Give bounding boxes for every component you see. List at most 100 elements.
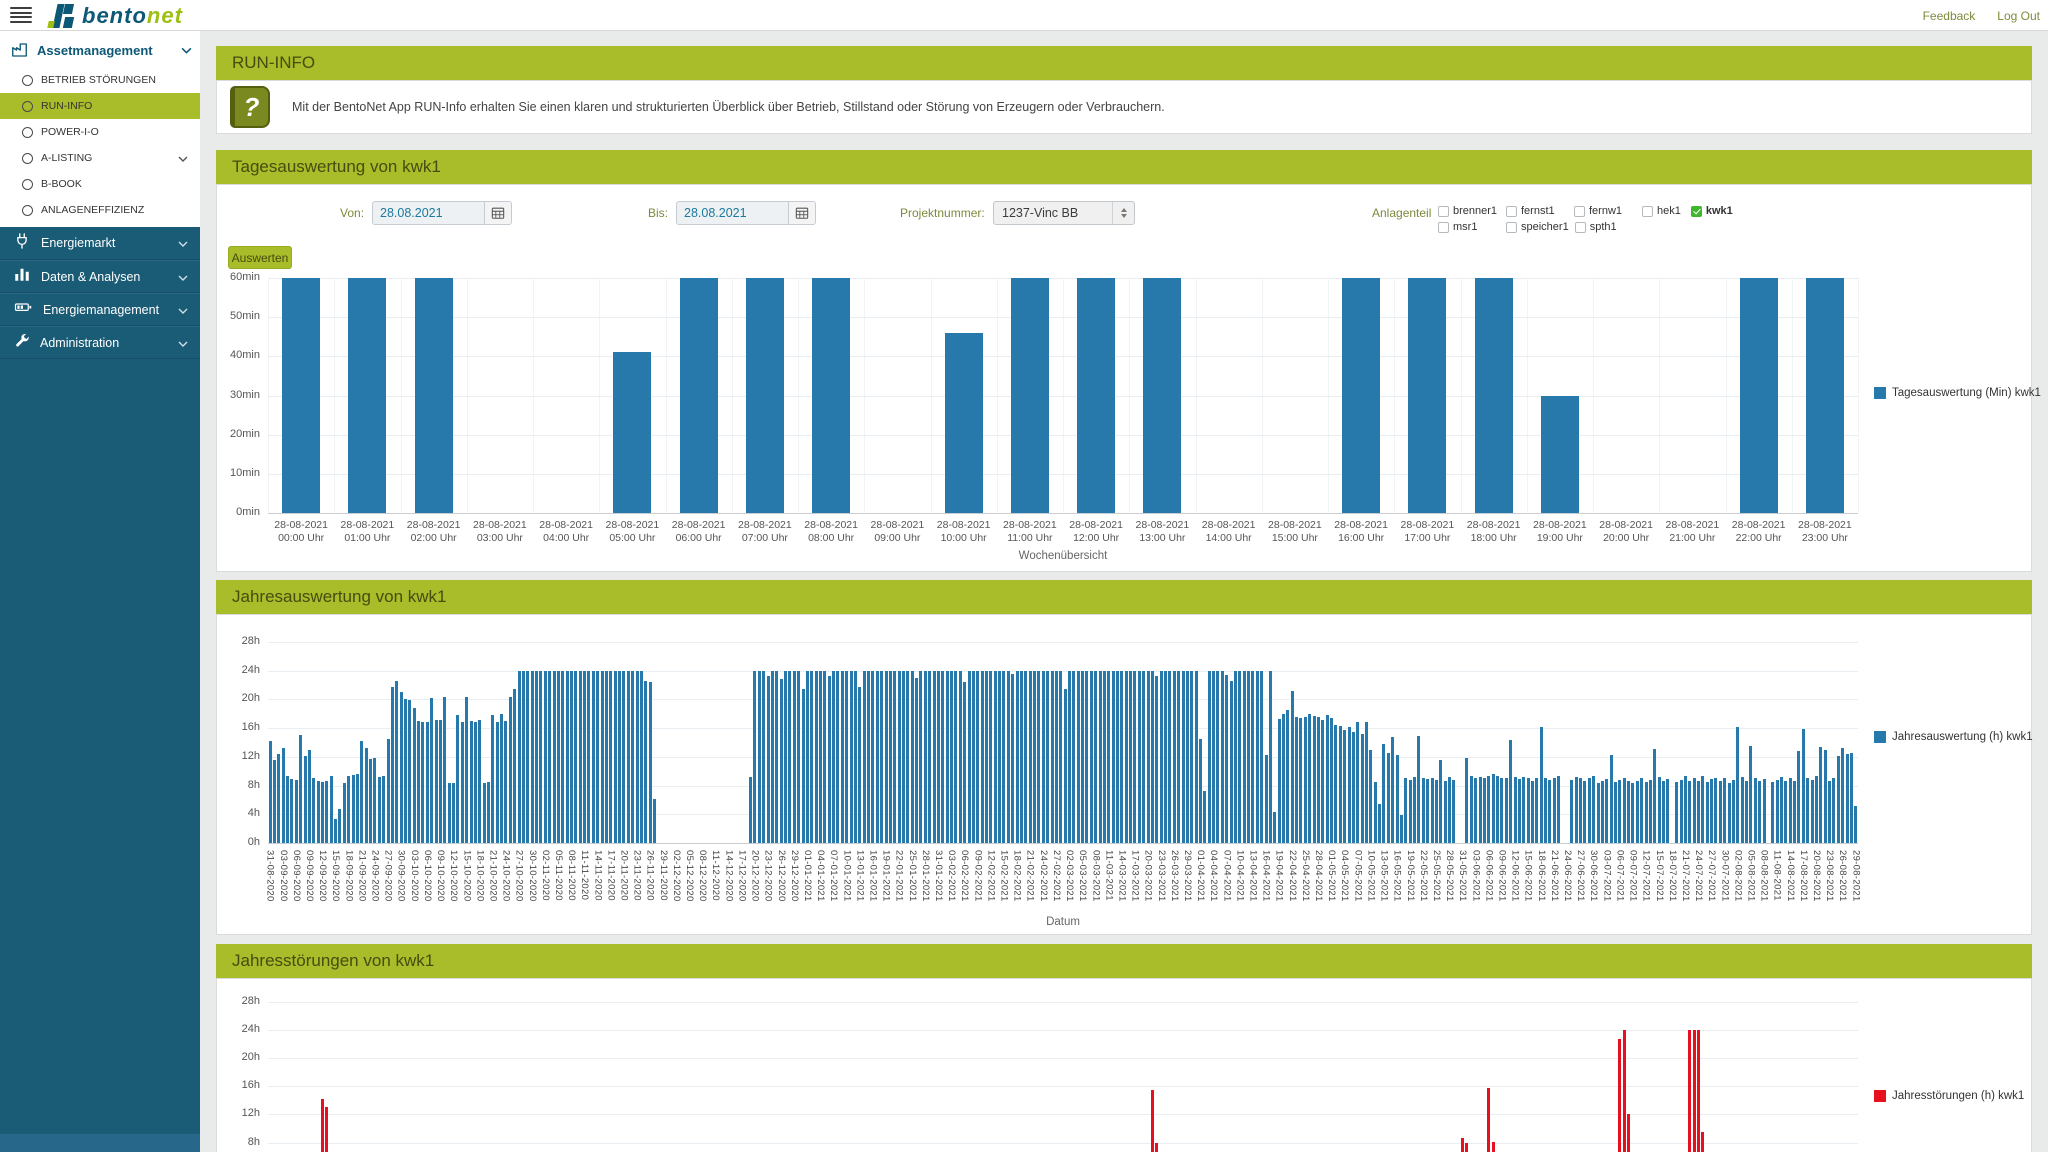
gridline — [268, 1029, 1858, 1031]
jahres-bar — [417, 720, 421, 843]
sidebar-menu-energiemanagement[interactable]: Energiemanagement — [0, 293, 200, 326]
stoerung-bar — [1461, 1138, 1465, 1152]
jahres-bar — [1439, 760, 1443, 843]
jahres-bar — [984, 670, 988, 843]
sidebar-menu-label: Administration — [40, 335, 120, 350]
checkbox-speicher1[interactable]: speicher1 — [1506, 220, 1569, 234]
jahres-bar — [1343, 729, 1347, 843]
auswerten-button[interactable]: Auswerten — [228, 246, 292, 269]
checkbox-fernw1[interactable]: fernw1 — [1574, 204, 1636, 218]
x-axis-tick: 06-10-2020 — [421, 850, 433, 902]
chevron-down-icon — [178, 156, 188, 162]
feedback-link[interactable]: Feedback — [1922, 9, 1976, 23]
x-axis-tick: 21-07-2021 — [1679, 850, 1691, 902]
jahres-bar — [482, 782, 486, 843]
x-axis-tick: 17-08-2021 — [1797, 850, 1809, 902]
checkbox-hek1[interactable]: hek1 — [1642, 204, 1681, 218]
jahres-bar — [827, 676, 831, 843]
checkbox-msr1[interactable]: msr1 — [1438, 220, 1500, 234]
jahres-bar — [1605, 779, 1609, 843]
sidebar-menu-administration[interactable]: Administration — [0, 326, 200, 359]
x-axis-tick: 06-06-2021 — [1483, 850, 1495, 902]
bis-date-input[interactable] — [676, 201, 789, 225]
x-axis-tick: 21-09-2020 — [356, 850, 368, 902]
sidebar-item-power-i-o[interactable]: POWER-I-O — [0, 119, 200, 145]
x-axis-tick: 11-03-2021 — [1103, 850, 1115, 901]
jahres-bar — [1627, 781, 1631, 843]
menu-icon[interactable] — [10, 7, 32, 24]
x-axis-tick: 02-08-2021 — [1732, 850, 1744, 902]
jahres-bar — [1194, 670, 1198, 843]
checkbox-fernst1[interactable]: fernst1 — [1506, 204, 1568, 218]
jahres-bar — [1356, 722, 1360, 843]
x-axis-tick: 21-06-2021 — [1548, 850, 1560, 902]
projektnummer-select[interactable]: 1237-Vinc BB — [993, 201, 1135, 225]
jahres-bar — [1037, 670, 1041, 843]
jahres-bar — [1845, 754, 1849, 843]
x-axis-tick: 24-06-2021 — [1562, 850, 1574, 902]
jahres-bar — [1391, 736, 1395, 843]
x-axis-tick: 28-08-2021 16:00 Uhr — [1334, 519, 1388, 544]
jahres-bar — [539, 670, 543, 843]
jahres-bar — [347, 775, 351, 843]
x-axis-line — [268, 843, 1858, 844]
x-axis-tick: 07-01-2021 — [828, 850, 840, 902]
jahres-bar — [1530, 780, 1534, 843]
jahres-bar — [753, 670, 757, 843]
jahres-bar — [1190, 670, 1194, 843]
chevron-down-icon — [178, 268, 188, 286]
jahres-bar — [299, 734, 303, 843]
jahres-bar — [1373, 781, 1377, 843]
radio-circle-icon — [22, 204, 33, 216]
x-axis-tick: 04-01-2021 — [815, 850, 827, 902]
jahres-bar — [1496, 776, 1500, 843]
checkbox-label: fernst1 — [1521, 205, 1555, 217]
sidebar-menu-energiemarkt[interactable]: Energiemarkt — [0, 227, 200, 260]
x-axis-tick: 16-01-2021 — [867, 850, 879, 902]
x-axis-tick: 30-10-2020 — [526, 850, 538, 902]
jahres-bar — [958, 670, 962, 843]
logout-link[interactable]: Log Out — [1997, 9, 2040, 23]
sidebar-item-a-listing[interactable]: A-LISTING — [0, 145, 200, 171]
jahres-bar — [1338, 726, 1342, 843]
radio-circle-icon — [22, 152, 33, 164]
gridline — [268, 317, 1858, 319]
x-axis-tick: 02-11-2020 — [539, 850, 551, 901]
x-axis-tick: 28-08-2021 08:00 Uhr — [804, 519, 858, 544]
sidebar-item-betrieb-st-rungen[interactable]: BETRIEB STÖRUNGEN — [0, 67, 200, 93]
jahres-bar — [915, 677, 919, 843]
x-axis-tick: 28-08-2021 13:00 Uhr — [1135, 519, 1190, 544]
jahres-bar — [452, 782, 456, 843]
jahres-bar — [434, 719, 438, 843]
jahres-bar — [1692, 778, 1696, 843]
y-axis-tick: 20h — [241, 692, 260, 705]
jahres-bar — [1635, 780, 1639, 843]
jahres-bar — [438, 720, 442, 843]
bis-calendar-button[interactable] — [789, 201, 816, 225]
jahres-bar — [1277, 718, 1281, 843]
jahres-bar — [390, 686, 394, 843]
jahres-bar — [1749, 746, 1753, 843]
x-axis-tick: 29-11-2020 — [657, 850, 669, 901]
checkbox-spth1[interactable]: spth1 — [1574, 220, 1637, 234]
von-calendar-button[interactable] — [485, 201, 512, 225]
checkbox-brenner1[interactable]: brenner1 — [1438, 204, 1500, 218]
sidebar-item-anlageneffizienz[interactable]: ANLAGENEFFIZIENZ — [0, 197, 200, 223]
y-axis-tick: 16h — [241, 1079, 260, 1092]
sidebar-section-assetmanagement[interactable]: Assetmanagement — [0, 31, 200, 67]
x-axis-tick: 09-06-2021 — [1496, 850, 1508, 902]
x-axis-tick: 14-11-2020 — [592, 850, 604, 901]
tagesauswertung-panel — [216, 184, 2032, 572]
checkbox-kwk1[interactable]: kwk1 — [1690, 204, 1733, 218]
stoerung-bar — [321, 1098, 325, 1152]
sidebar-item-run-info[interactable]: RUN-INFO — [0, 93, 200, 119]
app-logo[interactable]: bento net — [46, 2, 183, 29]
tages-bar — [1474, 278, 1513, 513]
jahres-bar — [1417, 736, 1421, 843]
von-date-input[interactable] — [372, 201, 485, 225]
sidebar-menu-daten-analysen[interactable]: Daten & Analysen — [0, 260, 200, 293]
y-axis-tick: 12h — [241, 749, 260, 762]
sidebar-item-b-book[interactable]: B-BOOK — [0, 171, 200, 197]
x-axis-tick: 17-11-2020 — [605, 850, 617, 901]
jahres-bar — [1788, 778, 1792, 843]
